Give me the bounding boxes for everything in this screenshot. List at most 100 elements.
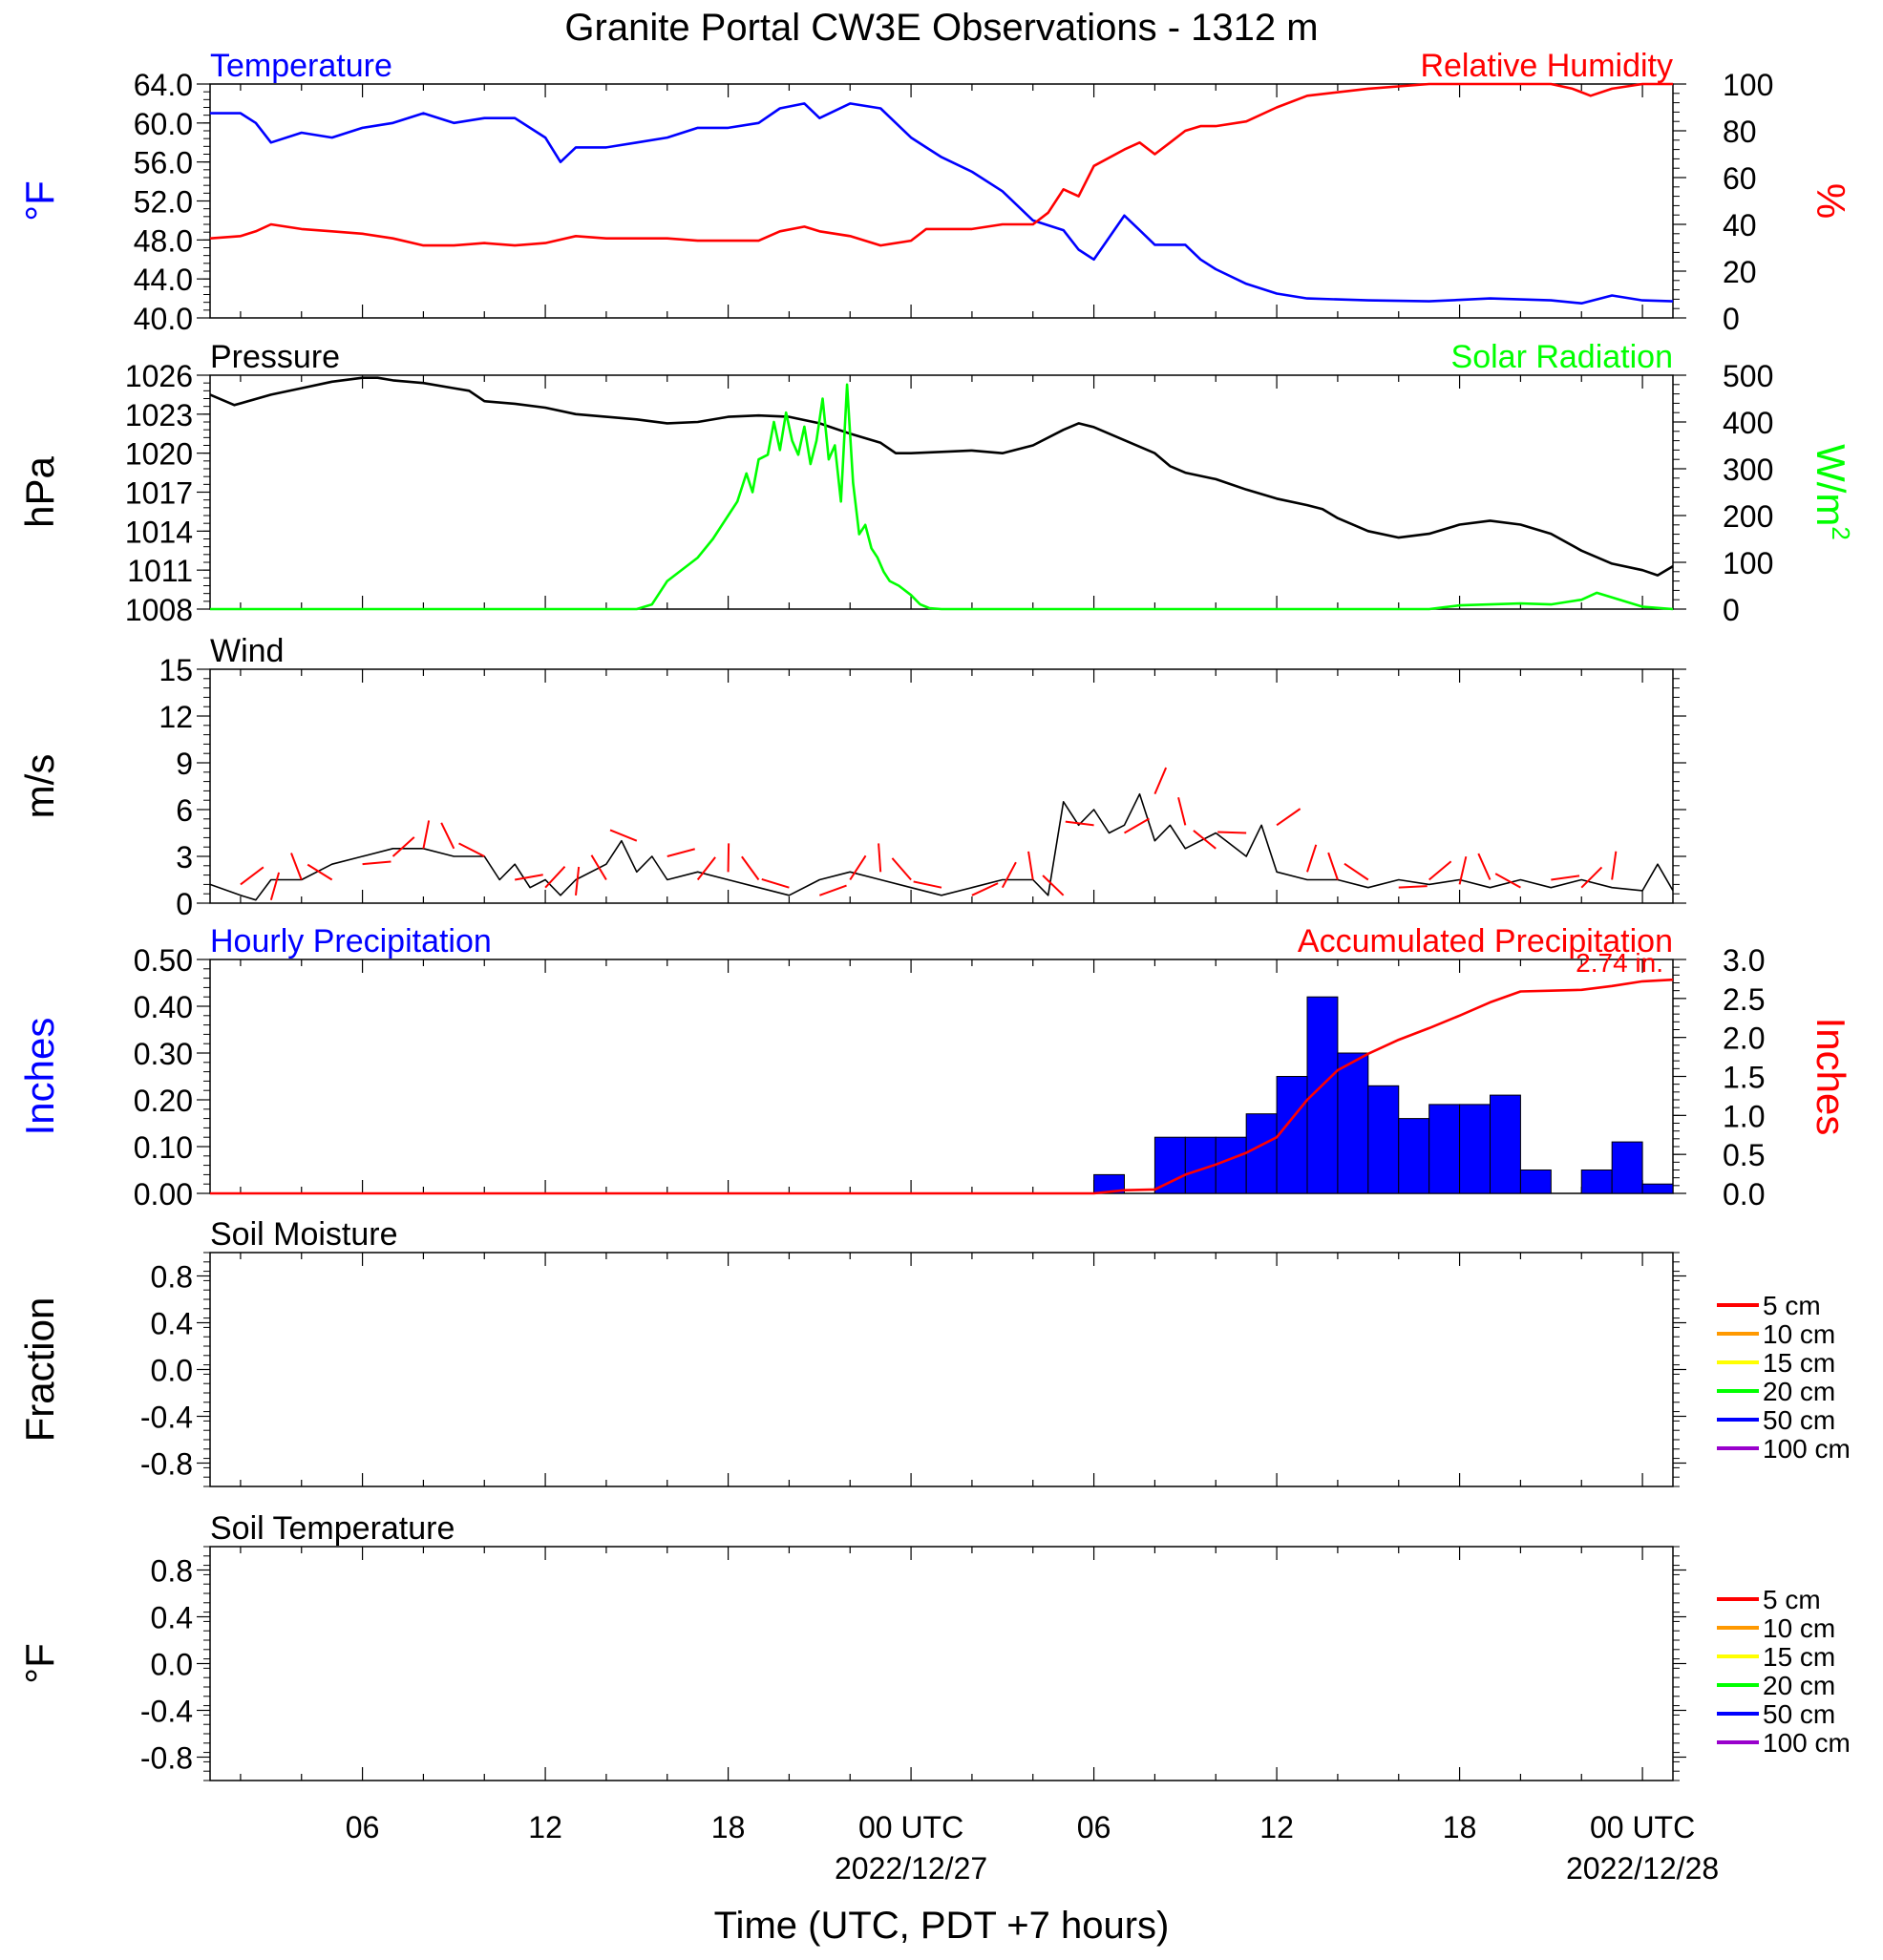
wind-barb [1065,820,1094,827]
y-right-axis-label: W/m2 [1809,444,1855,540]
y-left-tick-label: 1011 [127,554,193,588]
panel-soil-moisture: 0.8 0.4 0.0 -0.4 -0.8 Soil Moisture Fraction 5 … [17,1216,1851,1487]
accum-annotation: 2.74 in. [1576,948,1663,978]
y-left-tick-label: 60.0 [134,107,193,141]
series-solar-radiation [210,383,1674,611]
wind-barb [514,874,543,881]
y-left-tick-label: 40.0 [134,302,193,336]
panel-left-title: Wind [210,633,284,669]
series-pressure [209,376,1674,577]
y-right-tick-label: 1.5 [1723,1061,1765,1095]
y-right-tick-label: 80 [1723,115,1757,149]
precip-bar [1398,1118,1430,1194]
panel-left-title: Temperature [210,48,392,84]
series-wind [209,792,1674,901]
y-left-tick-label: 0.4 [151,1307,193,1341]
y-left-tick-label: 1014 [125,515,193,549]
wind-barb [1153,767,1168,795]
y-right-axis-unit: W/m [1809,444,1853,526]
y-left-tick-label: -0.8 [140,1741,193,1776]
plot-frame [209,83,1674,319]
legend-label: 100 cm [1763,1434,1851,1464]
y-left-tick-label: 0.8 [151,1260,193,1295]
legend-label: 10 cm [1763,1319,1835,1349]
y-right-tick-label: 3.0 [1723,943,1765,978]
legend-label: 15 cm [1763,1348,1835,1378]
plot-frame [209,374,1674,610]
wind-barb [761,877,790,889]
x-tick-label: 12 [528,1810,562,1844]
precip-bar [1641,1183,1674,1194]
y-left-axis-label: Fraction [17,1297,62,1443]
wind-barb [1327,852,1339,880]
y-left-tick-label: 12 [159,700,193,734]
plot-frame [209,668,1674,904]
wind-barb [362,860,391,866]
y-left-tick-label: 3 [176,840,193,875]
y-left-tick-label: 1017 [125,476,193,511]
y-left-tick-label: 48.0 [134,223,193,258]
panel-left-title: Soil Moisture [210,1216,398,1253]
y-left-tick-label: 6 [176,793,193,828]
panel-right-title: Accumulated Precipitation [1298,923,1673,959]
precip-bar [1276,1076,1308,1194]
y-right-axis-superscript: 2 [1827,526,1855,539]
y-left-tick-label: 1020 [125,437,193,472]
wind-barb [1001,861,1017,889]
wind-barb [1458,855,1468,885]
precip-bar [1519,1170,1552,1194]
y-right-tick-label: 100 [1723,68,1773,102]
wind-barb [971,882,999,896]
y-left-tick-label: 0.20 [134,1084,193,1118]
y-left-tick-label: 0.40 [134,990,193,1024]
panel-right-title: Relative Humidity [1420,48,1673,84]
figure-title: Granite Portal CW3E Observations - 1312 … [564,7,1318,49]
y-right-tick-label: 500 [1723,359,1773,393]
precip-bar [1580,1170,1613,1194]
wind-barb [1306,844,1318,873]
legend-label: 5 cm [1763,1585,1821,1614]
wind-barb [440,822,455,850]
series-accumulated-precipitation [210,978,1674,1195]
legend-label: 15 cm [1763,1642,1835,1672]
series-relative-humidity [209,82,1673,247]
x-tick-label: 18 [1443,1810,1477,1844]
legend-label: 20 cm [1763,1377,1835,1406]
precip-bar [1093,1173,1126,1194]
wind-barb [590,854,607,881]
x-date-label: 2022/12/28 [1566,1851,1719,1886]
wind-barb [458,842,485,857]
wind-barb [290,853,303,880]
y-left-tick-label: 1026 [125,359,193,393]
y-right-tick-label: 200 [1723,499,1773,534]
y-right-tick-label: 400 [1723,406,1773,440]
y-left-tick-label: 0.0 [151,1354,193,1388]
wind-barb [1494,873,1521,889]
y-left-tick-label: -0.8 [140,1447,193,1482]
panel-pressure-solar: 1026 1023 1020 1017 1014 1011 1008 500 400 300 200… [17,339,1855,627]
y-left-tick-label: 0.10 [134,1130,193,1165]
panel-right-title: Solar Radiation [1451,339,1673,375]
legend-label: 50 cm [1763,1405,1835,1435]
wind-barb [1398,885,1428,889]
precip-bar [1428,1104,1461,1194]
wind-barb [878,843,882,873]
y-left-tick-label: 1008 [125,593,193,627]
y-left-tick-label: 0.00 [134,1177,193,1212]
y-left-tick-label: 9 [176,747,193,781]
time-axis: 06 12 18 00 UTC 06 12 18 00 UTC 2022/12/27 2022/1… [346,1810,1719,1886]
y-left-tick-label: 0.4 [151,1601,193,1635]
legend-label: 50 cm [1763,1699,1835,1729]
y-left-tick-label: -0.4 [140,1401,193,1435]
wind-barb [696,856,716,881]
y-right-tick-label: 1.0 [1723,1099,1765,1133]
y-left-tick-label: 64.0 [134,68,193,102]
series-temperature [210,102,1674,306]
wind-barb [1027,851,1034,880]
plot-frame [209,1252,1674,1487]
x-tick-label: 00 UTC [858,1810,963,1844]
x-tick-label: 06 [346,1810,380,1844]
precip-bar [1490,1094,1521,1194]
precip-bar [1245,1113,1278,1194]
